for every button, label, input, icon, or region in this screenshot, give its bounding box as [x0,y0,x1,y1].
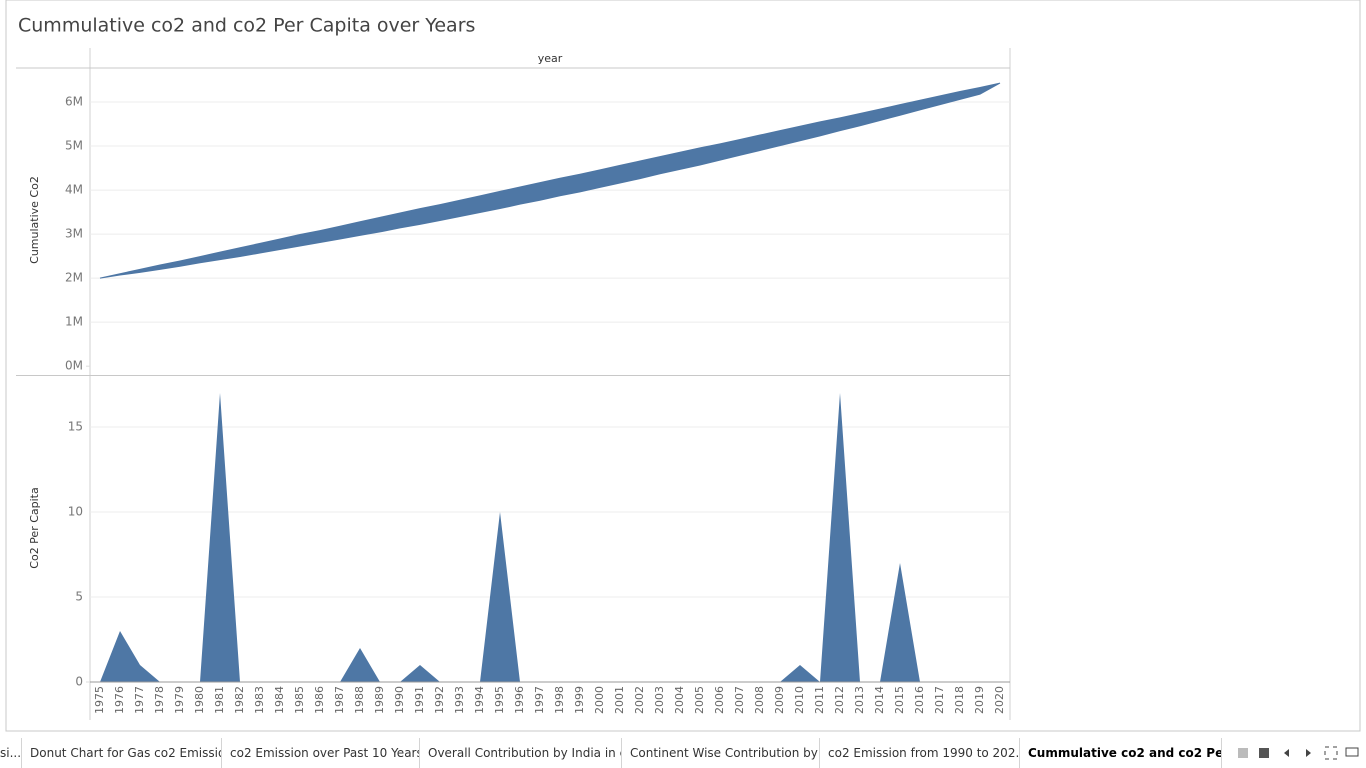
icon[interactable] [1238,748,1248,758]
x-tick-label: 1987 [333,686,346,714]
x-tick-label: 1979 [173,686,186,714]
x-tick-label: 1994 [473,686,486,714]
x-tick-label: 1992 [433,686,446,714]
x-tick-label: 2006 [713,686,726,714]
x-tick-label: 1981 [213,686,226,714]
area-band [99,82,1001,279]
tab[interactable]: Overall Contribution by India in c... [420,738,622,768]
x-tick-label: 1999 [573,686,586,714]
y-tick-label: 2M [65,271,83,285]
x-tick-label: 2004 [673,686,686,714]
icon[interactable] [1284,749,1289,757]
x-tick-label: 2011 [813,686,826,714]
x-tick-label: 1993 [453,686,466,714]
x-tick-label: 1980 [193,686,206,714]
x-tick-label: 2005 [693,686,706,714]
column-header: year [538,52,563,65]
x-tick-label: 1995 [493,686,506,714]
y-axis-label: Cumulative Co2 [28,176,41,264]
x-tick-label: 1998 [553,686,566,714]
x-tick-label: 1989 [373,686,386,714]
y-tick-label: 1M [65,315,83,329]
x-tick-label: 1990 [393,686,406,714]
tab[interactable]: Continent Wise Contribution by I... [622,738,820,768]
y-tick-label: 5 [75,590,83,604]
y-tick-label: 0 [75,675,83,689]
y-tick-label: 6M [65,95,83,109]
x-tick-label: 2015 [893,686,906,714]
y-tick-label: 3M [65,227,83,241]
x-tick-label: 1983 [253,686,266,714]
x-tick-label: 1976 [113,686,126,714]
tab[interactable]: co2 Emission over Past 10 Years [222,738,420,768]
chart-title: Cummulative co2 and co2 Per Capita over … [18,15,475,37]
x-tick-label: 1986 [313,686,326,714]
x-tick-label: 2008 [753,686,766,714]
x-tick-label: 2019 [973,686,986,714]
x-tick-label: 2020 [993,686,1006,714]
icon[interactable] [1259,748,1269,758]
x-tick-label: 2009 [773,686,786,714]
y-axis-label: Co2 Per Capita [28,487,41,568]
area [100,393,1000,682]
x-tick-label: 2012 [833,686,846,714]
x-tick-label: 1991 [413,686,426,714]
tab[interactable]: si... [0,738,22,768]
x-tick-label: 1997 [533,686,546,714]
x-tick-label: 2007 [733,686,746,714]
y-tick-label: 4M [65,183,83,197]
icon[interactable] [1345,747,1359,757]
icon[interactable] [1324,746,1338,760]
frame [5,0,1361,732]
x-tick-label: 2002 [633,686,646,714]
x-tick-label: 2018 [953,686,966,714]
x-tick-label: 2000 [593,686,606,714]
x-tick-label: 2016 [913,686,926,714]
x-tick-label: 2001 [613,686,626,714]
x-tick-label: 1978 [153,686,166,714]
y-tick-label: 5M [65,139,83,153]
x-tick-label: 2017 [933,686,946,714]
x-tick-label: 1975 [93,686,106,714]
y-tick-label: 0M [65,359,83,373]
x-tick-label: 2013 [853,686,866,714]
x-tick-label: 1988 [353,686,366,714]
x-tick-label: 1984 [273,686,286,714]
icon[interactable] [1306,749,1311,757]
y-tick-label: 15 [68,420,83,434]
y-tick-label: 10 [68,505,83,519]
chart: Cummulative co2 and co2 Per Capita over … [5,0,1361,732]
x-tick-label: 1977 [133,686,146,714]
tab-controls [1238,746,1359,760]
x-tick-label: 1996 [513,686,526,714]
x-tick-label: 2010 [793,686,806,714]
tab-active[interactable]: Cummulative co2 and co2 Per ... [1020,738,1222,768]
tab[interactable]: co2 Emission from 1990 to 202... [820,738,1020,768]
x-tick-label: 2003 [653,686,666,714]
x-tick-label: 2014 [873,686,886,714]
x-tick-label: 1982 [233,686,246,714]
tab[interactable]: Donut Chart for Gas co2 Emission [22,738,222,768]
x-tick-label: 1985 [293,686,306,714]
